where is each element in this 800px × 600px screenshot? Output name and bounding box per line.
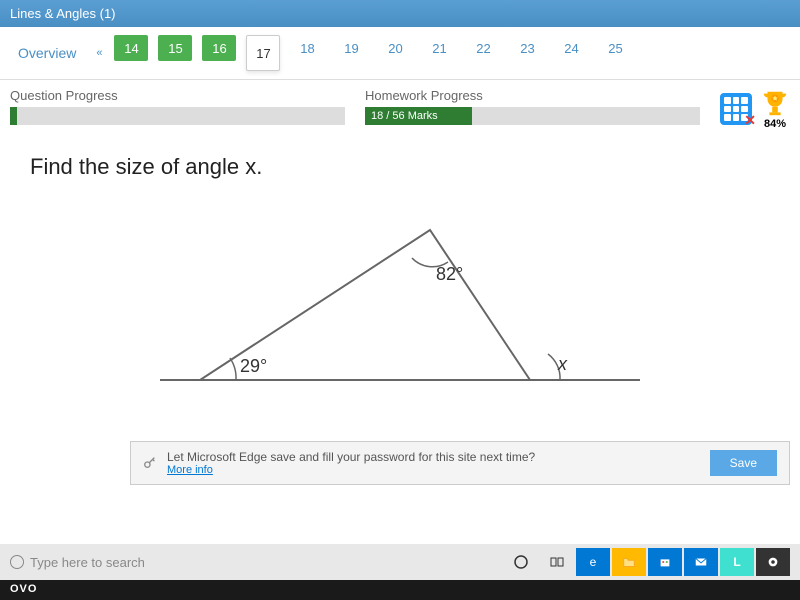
question-nav-24[interactable]: 24 xyxy=(554,35,588,61)
app-taskbar-icon[interactable] xyxy=(756,548,790,576)
calculator-disabled-x: ✕ xyxy=(744,112,756,129)
question-progress-label: Question Progress xyxy=(10,88,345,103)
svg-text:82°: 82° xyxy=(436,264,463,284)
title-bar: Lines & Angles (1) xyxy=(0,0,800,27)
question-nav-18[interactable]: 18 xyxy=(290,35,324,61)
question-nav-20[interactable]: 20 xyxy=(378,35,412,61)
store-taskbar-icon[interactable] xyxy=(648,548,682,576)
svg-text:29°: 29° xyxy=(240,356,267,376)
search-placeholder: Type here to search xyxy=(30,555,145,570)
nav-prev-chevron[interactable]: « xyxy=(90,47,108,59)
cortana-search[interactable]: Type here to search xyxy=(10,555,145,570)
trophy-percent: 84% xyxy=(764,118,786,130)
edge-banner-message: Let Microsoft Edge save and fill your pa… xyxy=(167,450,700,464)
question-nav-17[interactable]: 17 xyxy=(246,35,280,71)
svg-text:x: x xyxy=(557,354,568,374)
explorer-taskbar-icon[interactable] xyxy=(612,548,646,576)
edge-more-info-link[interactable]: More info xyxy=(167,464,700,476)
edge-password-banner: Let Microsoft Edge save and fill your pa… xyxy=(130,441,790,485)
taskbar-icon[interactable] xyxy=(540,548,574,576)
question-nav-14[interactable]: 14 xyxy=(114,35,148,61)
cortana-icon xyxy=(10,555,24,569)
edge-taskbar-icon[interactable]: e xyxy=(576,548,610,576)
question-nav-21[interactable]: 21 xyxy=(422,35,456,61)
question-nav-23[interactable]: 23 xyxy=(510,35,544,61)
trophy-widget: 84% xyxy=(760,88,790,130)
question-nav-19[interactable]: 19 xyxy=(334,35,368,61)
question-nav-16[interactable]: 16 xyxy=(202,35,236,61)
homework-progress-bar: 18 / 56 Marks xyxy=(365,107,700,125)
trophy-icon xyxy=(760,88,790,118)
edge-save-button[interactable]: Save xyxy=(710,450,777,476)
overview-tab[interactable]: Overview xyxy=(10,41,84,65)
taskview-icon[interactable] xyxy=(504,548,538,576)
question-text: Find the size of angle x. xyxy=(0,134,800,200)
geometry-diagram: 82° 29° x xyxy=(0,200,800,440)
question-nav-25[interactable]: 25 xyxy=(598,35,632,61)
question-progress-bar xyxy=(10,107,345,125)
question-nav-22[interactable]: 22 xyxy=(466,35,500,61)
laptop-bezel-brand: OVO xyxy=(0,580,800,600)
app-l-taskbar-icon[interactable]: L xyxy=(720,548,754,576)
question-nav-15[interactable]: 15 xyxy=(158,35,192,61)
key-icon xyxy=(143,455,157,472)
calculator-icon[interactable]: ✕ xyxy=(720,93,752,125)
homework-progress-label: Homework Progress xyxy=(365,88,700,103)
mail-taskbar-icon[interactable] xyxy=(684,548,718,576)
windows-taskbar: Type here to search e L xyxy=(0,544,800,580)
question-nav: Overview « 14 15 16 17 18 19 20 21 22 23 24 25 xyxy=(0,27,800,80)
